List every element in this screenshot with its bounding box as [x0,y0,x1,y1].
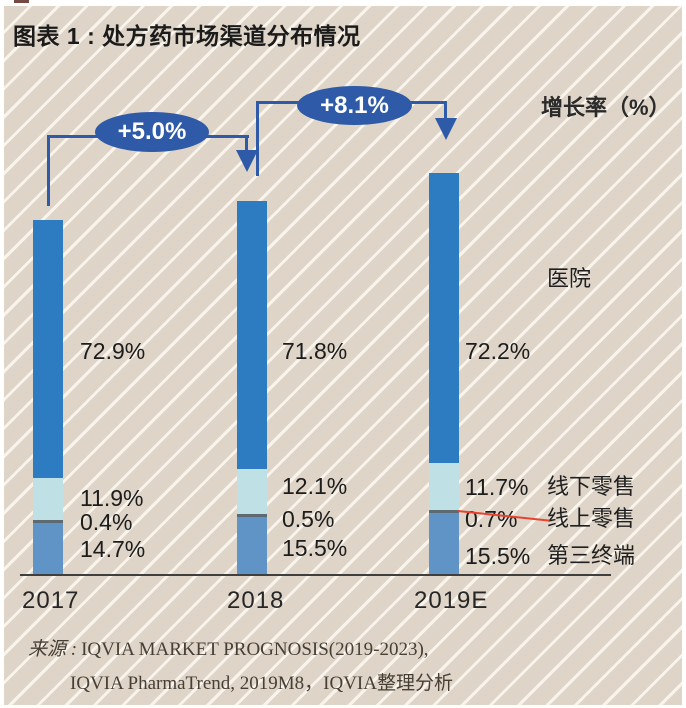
source-note-line2: IQVIA PharmaTrend, 2019M8，IQVIA整理分析 [70,673,453,694]
value-label-hospital-2017: 72.9% [80,338,146,364]
bar-segment-third-terminal-2019E [429,512,459,575]
source-prefix: 来源 : [28,639,78,660]
chart-title: 图表 1 : 处方药市场渠道分布情况 [13,23,361,49]
bar-segment-hospital-2019E [429,173,459,463]
x-axis-label-2019e: 2019E [414,587,489,614]
value-label-online-retail-2018: 0.5% [282,506,335,532]
bar-segment-third-terminal-2018 [237,517,267,575]
bar-segment-offline-retail-2019E [429,462,459,510]
value-label-offline-retail-2017: 11.9% [80,485,144,511]
value-label-third-terminal-2018: 15.5% [282,535,348,561]
growth-badge-2018-label: +5.0% [117,118,187,145]
growth-bracket-2-right-line [444,101,447,119]
value-label-hospital-2018: 71.8% [282,338,348,364]
bar-segment-online-retail-2017 [33,520,63,523]
value-label-offline-retail-2018: 12.1% [282,473,348,499]
bar-segment-online-retail-2019E [429,509,459,513]
growth-bracket-1-left-line [47,135,50,206]
growth-badge-2019-label: +8.1% [320,91,389,119]
scan-artifact [14,0,29,3]
bar-segment-hospital-2017 [33,219,63,478]
growth-rate-axis-label: 增长率（%） [541,95,671,120]
source-note-line1: 来源 : IQVIA MARKET PROGNOSIS(2019-2023), [28,634,429,661]
legend-third-terminal: 第三终端 [547,543,636,568]
legend-hospital: 医院 [547,266,592,291]
down-arrow-icon [435,118,457,140]
growth-bracket-1-right-line [245,135,248,152]
bar-segment-offline-retail-2017 [33,477,63,520]
growth-bracket-2-left-line [256,101,259,176]
down-arrow-icon [236,150,258,172]
bar-segment-third-terminal-2017 [33,523,63,575]
growth-badge-2018: +5.0% [95,112,209,152]
legend-online-retail: 线上零售 [547,506,636,531]
bar-segment-hospital-2018 [237,201,267,469]
x-axis-label-2018: 2018 [227,587,285,614]
value-label-online-retail-2019E: 0.7% [465,506,518,532]
value-label-offline-retail-2019E: 11.7% [465,474,529,500]
x-axis-line [20,574,611,576]
legend-offline-retail: 线下零售 [547,474,636,499]
bar-segment-online-retail-2018 [237,514,267,518]
value-label-third-terminal-2019E: 15.5% [465,543,531,569]
value-label-third-terminal-2017: 14.7% [80,536,146,562]
bar-segment-offline-retail-2018 [237,469,267,515]
value-label-hospital-2019E: 72.2% [465,338,531,364]
x-axis-label-2017: 2017 [22,587,80,614]
value-label-online-retail-2017: 0.4% [80,509,133,535]
source-text-1: IQVIA MARKET PROGNOSIS(2019-2023), [81,639,429,660]
growth-badge-2019: +8.1% [297,86,412,125]
